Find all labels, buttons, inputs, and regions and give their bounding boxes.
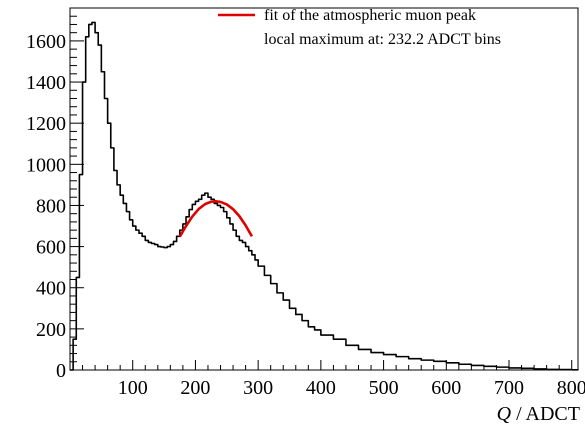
- y-axis-ticks: 0 200 400 600 800 1000 1200 1400 1600: [26, 15, 84, 382]
- x-tick-label: 800: [557, 377, 585, 399]
- x-axis-unit: / ADCT: [511, 403, 580, 425]
- series-layer: [70, 21, 579, 371]
- y-tick-label: 200: [36, 319, 66, 341]
- y-tick-label: 1000: [26, 154, 66, 176]
- y-tick-label: 1600: [26, 31, 66, 53]
- legend-entry-label: fit of the atmospheric muon peak: [264, 7, 476, 24]
- x-tick-label: 300: [243, 377, 273, 399]
- x-tick-label: 100: [118, 377, 148, 399]
- x-axis-variable: Q: [497, 403, 512, 425]
- legend: fit of the atmospheric muon peak local ma…: [218, 7, 501, 48]
- plot-frame: [69, 7, 579, 371]
- y-tick-label: 800: [36, 195, 66, 217]
- plot-border: [69, 7, 579, 371]
- histogram-series: [70, 21, 579, 371]
- y-tick-label: 400: [36, 278, 66, 300]
- x-axis-ticks: 100 200 300 400 500 600 700 800: [82, 360, 585, 399]
- fit-curve-series: [178, 200, 254, 238]
- x-tick-label: 400: [306, 377, 336, 399]
- y-tick-label: 0: [56, 360, 66, 382]
- y-tick-label: 1400: [26, 72, 66, 94]
- x-tick-label: 500: [369, 377, 399, 399]
- legend-entry-label: local maximum at: 232.2 ADCT bins: [264, 31, 501, 48]
- x-tick-label: 200: [180, 377, 210, 399]
- x-tick-label: 700: [494, 377, 524, 399]
- x-axis-title: Q / ADCT: [497, 403, 580, 425]
- y-tick-label: 1200: [26, 113, 66, 135]
- x-tick-label: 600: [431, 377, 461, 399]
- y-tick-label: 600: [36, 237, 66, 259]
